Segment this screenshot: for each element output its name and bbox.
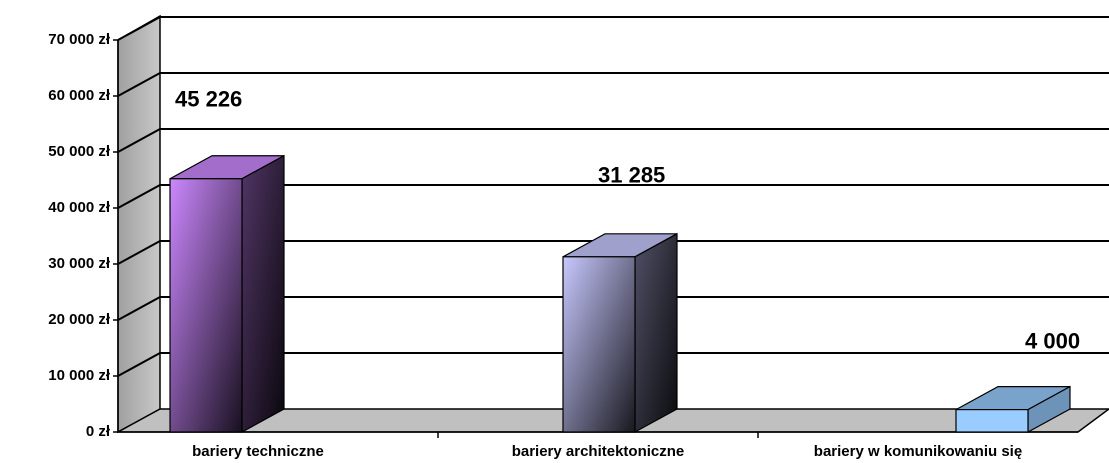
y-tick-label: 10 000 zł: [48, 367, 111, 384]
bar-side: [241, 154, 285, 434]
y-tick-label: 30 000 zł: [48, 255, 111, 272]
y-tick-label: 60 000 zł: [48, 87, 111, 104]
value-label: 31 285: [598, 163, 665, 188]
x-tick-label: bariery w komunikowaniu się: [814, 443, 1022, 460]
grid-line: [117, 240, 1109, 265]
y-tick-label: 40 000 zł: [48, 199, 111, 216]
y-tick-label: 70 000 zł: [48, 31, 111, 48]
grid-line: [117, 296, 1109, 321]
bar-side: [634, 232, 678, 434]
x-tick-label: bariery architektoniczne: [512, 443, 685, 460]
x-tick-label: bariery techniczne: [192, 443, 324, 460]
value-label: 4 000: [1025, 328, 1080, 353]
y-tick-label: 50 000 zł: [48, 143, 111, 160]
grid-line: [117, 184, 1109, 209]
y-tick-label: 20 000 zł: [48, 311, 111, 328]
grid-line: [117, 128, 1109, 153]
grid-line: [117, 16, 1109, 41]
grid-line: [117, 352, 1109, 377]
bar: [562, 256, 636, 433]
value-label: 45 226: [175, 87, 242, 112]
y-tick-label: 0 zł: [86, 423, 111, 440]
grid-line: [117, 72, 1109, 97]
side-wall: [117, 14, 161, 434]
bar: [955, 409, 1029, 433]
bar: [169, 178, 243, 433]
